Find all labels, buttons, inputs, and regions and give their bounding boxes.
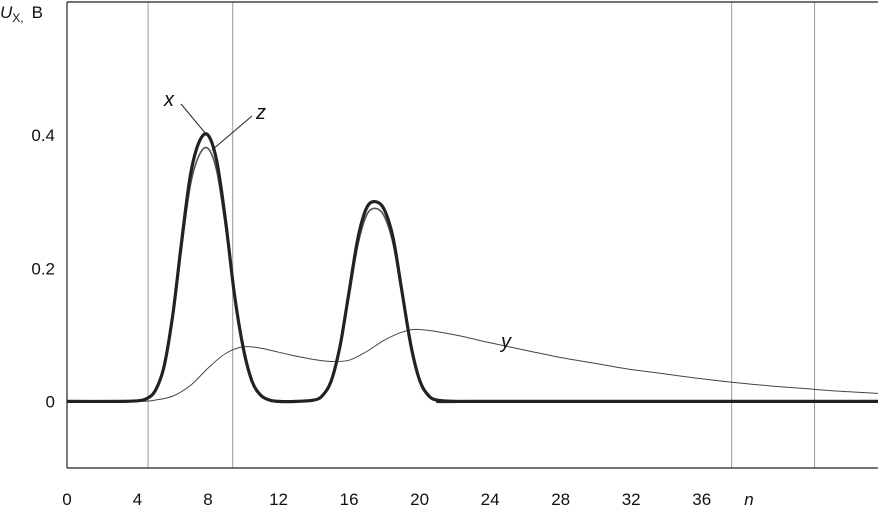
y-tick-label-0.4: 0.4 — [31, 126, 55, 145]
x-tick-label-36: 36 — [692, 490, 711, 506]
y-tick-label-0.2: 0.2 — [31, 259, 55, 278]
grid-layer — [147, 2, 816, 468]
label-layer: UX, В n 0 4 8 12 16 20 24 28 32 36 0 0.2 0.4 x z y — [0, 3, 754, 509]
x-tick-label-0: 0 — [62, 490, 71, 506]
y-tick-label-0: 0 — [46, 392, 55, 411]
x-tick-label-20: 20 — [410, 490, 429, 506]
label-z-leader — [211, 115, 253, 151]
axis-layer — [66, 1, 878, 469]
series-y-label: y — [499, 331, 512, 353]
x-tick-label-16: 16 — [340, 490, 359, 506]
series-y-line — [66, 328, 879, 403]
x-axis-title: n — [744, 490, 753, 506]
y-axis-symbol: U — [0, 3, 13, 22]
x-tick-label-24: 24 — [481, 490, 500, 506]
y-axis-unit: В — [32, 3, 43, 22]
y-axis-subscript: X, — [12, 11, 23, 25]
series-z-label: z — [255, 102, 266, 124]
series-x-label: x — [163, 89, 175, 111]
x-tick-label-8: 8 — [203, 490, 212, 506]
y-axis-title: UX, В — [0, 3, 43, 25]
x-tick-label-12: 12 — [269, 490, 288, 506]
series-x-line — [66, 132, 878, 404]
x-tick-label-32: 32 — [622, 490, 641, 506]
series-layer — [66, 132, 879, 404]
x-tick-label-4: 4 — [133, 490, 142, 506]
x-tick-label-28: 28 — [551, 490, 570, 506]
label-x-leader — [180, 103, 207, 135]
